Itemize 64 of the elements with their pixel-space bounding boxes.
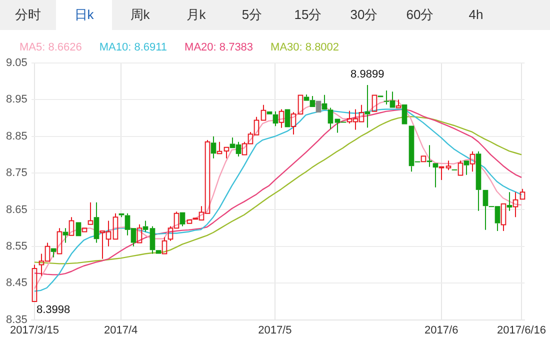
candlestick (372, 94, 378, 112)
y-tick-label: 8.55 (6, 240, 28, 252)
candlestick (396, 99, 402, 108)
x-tick-label: 2017/6/16 (497, 324, 546, 336)
text: MA10: 8.6911 (99, 42, 168, 54)
candlestick (56, 228, 62, 254)
candlestick (142, 220, 148, 232)
text: 4h (468, 6, 484, 24)
candlestick (94, 202, 100, 244)
text: MA30: 8.8002 (270, 42, 340, 54)
candlestick (150, 226, 156, 254)
text: 周k (129, 6, 151, 24)
annotation: 8.3998 (36, 304, 70, 316)
text: 月k (185, 6, 207, 24)
candlestick (180, 212, 186, 227)
text: 5分 (240, 6, 264, 24)
candlestick (88, 202, 94, 225)
candlestick (186, 220, 192, 224)
text: 60分 (405, 6, 435, 24)
candlestick (266, 111, 272, 114)
candlestick (322, 94, 328, 110)
candlestick (482, 190, 488, 230)
candlestick (464, 160, 470, 176)
y-tick-label: 8.65 (6, 204, 28, 216)
candlestick (298, 94, 304, 114)
y-tick-label: 8.95 (6, 94, 28, 106)
y-tick-label: 9.05 (6, 57, 28, 70)
candlestick (224, 146, 230, 159)
candlestick (290, 112, 296, 136)
candlestick (438, 166, 444, 181)
candlestick (426, 144, 432, 168)
candlestick (62, 228, 68, 244)
candlestick (328, 107, 334, 130)
text: 分时 (14, 6, 42, 24)
candlestick (216, 141, 222, 154)
candlestick (278, 108, 284, 128)
candlestick (512, 192, 518, 218)
x-tick-label: 2017/6 (424, 324, 458, 336)
text: 15分 (293, 6, 323, 24)
y-tick-label: 8.35 (6, 314, 28, 326)
text: 30分 (349, 6, 379, 24)
candlestick (210, 136, 216, 159)
candlestick (156, 250, 162, 254)
x-tick-label: 2017/4 (104, 324, 138, 336)
candlestick (260, 104, 266, 121)
candlestick (470, 150, 476, 172)
candlestick (82, 228, 88, 232)
annotation: 8.9899 (350, 68, 384, 81)
candlestick (364, 84, 370, 128)
candlestick (402, 104, 408, 124)
x-tick-label: 2017/5 (258, 324, 292, 336)
candlestick (476, 150, 482, 212)
y-tick-label: 8.45 (6, 277, 28, 290)
y-tick-label: 8.85 (6, 130, 28, 142)
text: MA20: 8.7383 (184, 42, 254, 54)
candlestick (420, 156, 426, 162)
x-tick-label: 2017/3/15 (10, 324, 59, 336)
candlestick (506, 192, 512, 212)
candlestick (272, 110, 278, 127)
text: MA5: 8.6626 (20, 42, 82, 54)
candlestick (432, 163, 438, 188)
candlestick (50, 248, 56, 258)
text: 日k (56, 0, 112, 30)
y-tick-label: 8.75 (6, 167, 28, 180)
